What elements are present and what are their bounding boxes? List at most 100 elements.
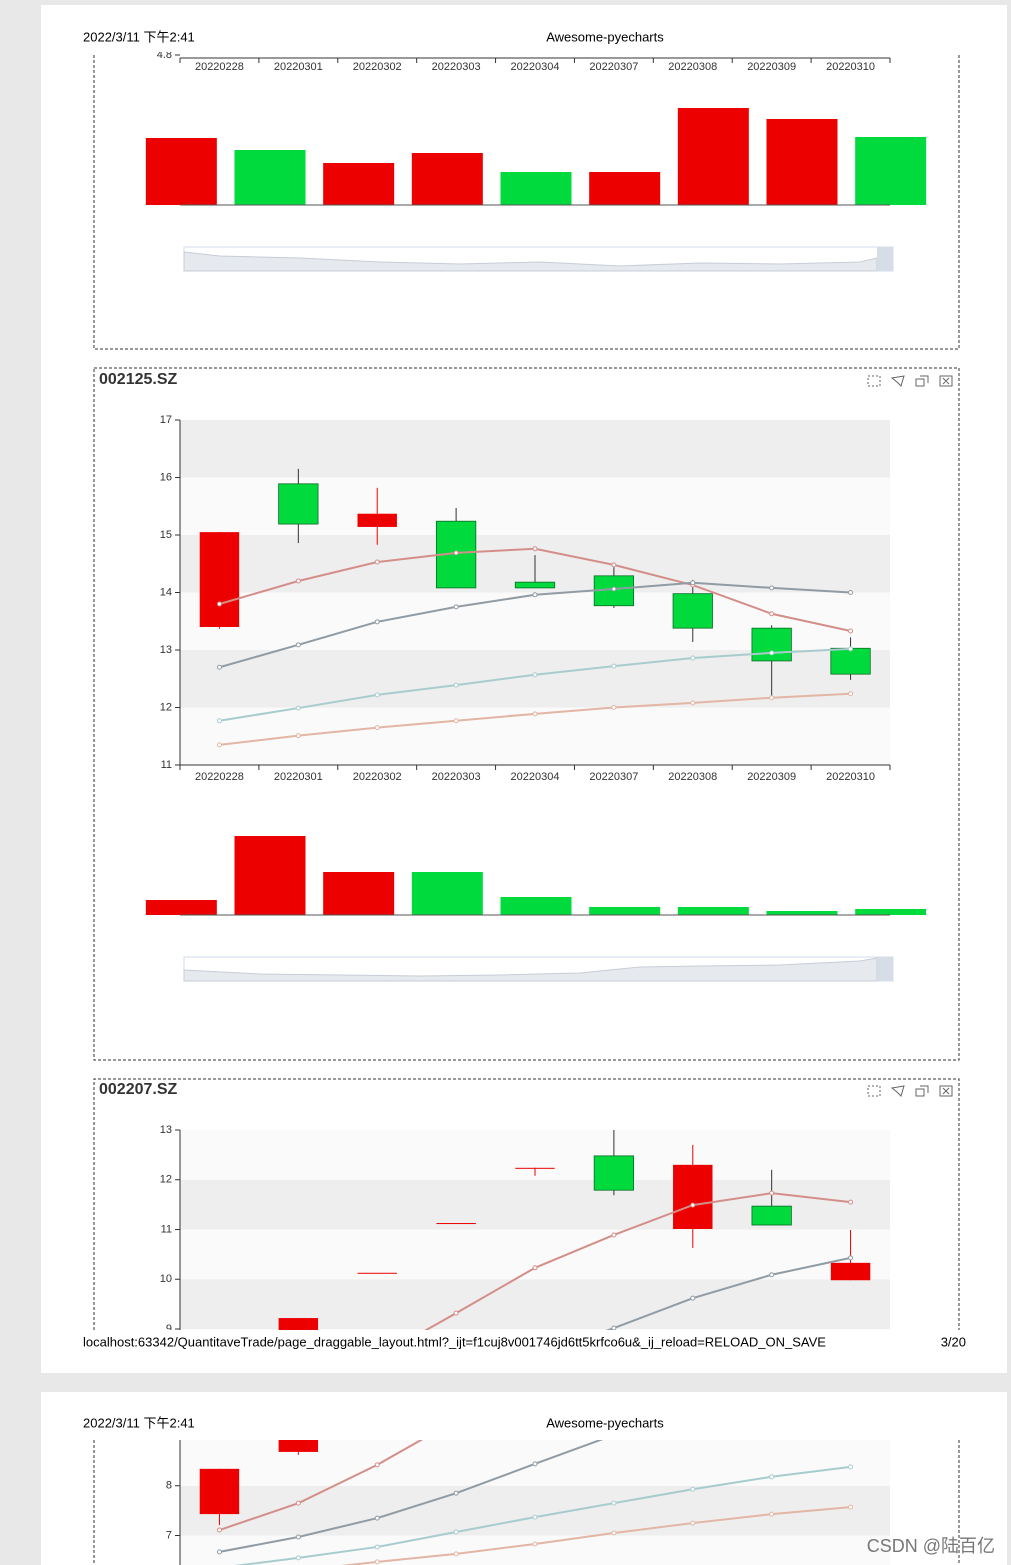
ma-point bbox=[611, 586, 617, 592]
volume-bar bbox=[589, 907, 661, 915]
x-tick-label: 20220301 bbox=[274, 771, 323, 783]
ma-point bbox=[453, 718, 459, 724]
volume-bar bbox=[411, 872, 483, 915]
split-area bbox=[180, 1329, 890, 1330]
ma-point bbox=[453, 604, 459, 610]
y-tick-label: 9 bbox=[166, 1323, 172, 1335]
chart-body: 78910111213 bbox=[160, 1124, 890, 1388]
slider-handle[interactable] bbox=[877, 957, 893, 981]
zoom-reset-icon[interactable] bbox=[890, 375, 905, 387]
ma-point bbox=[690, 1202, 696, 1208]
ma-point bbox=[295, 642, 301, 648]
y-tick-label: 4.8 bbox=[157, 49, 172, 61]
toolbox bbox=[867, 375, 953, 387]
ma-point bbox=[690, 655, 696, 661]
ma-point bbox=[848, 628, 854, 634]
y-tick-label: 12 bbox=[160, 701, 172, 713]
candle-body bbox=[278, 1318, 319, 1330]
chart-layer: 11 12 13 14 15 16 17 20220228 20220301 20220302 20… bbox=[145, 414, 927, 916]
data-view-icon[interactable] bbox=[915, 375, 929, 387]
chart-layer: 78910111213 bbox=[160, 1124, 890, 1388]
volume-bar bbox=[500, 897, 572, 915]
ma-point bbox=[690, 700, 696, 706]
candle-body bbox=[357, 1272, 397, 1274]
ma-point bbox=[769, 585, 775, 591]
data-view-icon[interactable] bbox=[915, 1085, 929, 1097]
split-area bbox=[180, 420, 890, 478]
restore-icon[interactable] bbox=[939, 1085, 953, 1097]
ma-point bbox=[532, 1265, 538, 1271]
ma-point bbox=[454, 1384, 458, 1388]
volume-bar bbox=[145, 900, 217, 915]
y-tick-label: 14 bbox=[160, 586, 172, 598]
ma-point bbox=[532, 592, 538, 598]
ma-point bbox=[611, 663, 617, 669]
volume-bar bbox=[323, 163, 395, 205]
ma-point bbox=[848, 691, 854, 697]
volume-bar bbox=[145, 138, 217, 205]
y-tick-label: 8 bbox=[166, 1373, 172, 1385]
ma-point bbox=[374, 692, 380, 698]
volume-bar bbox=[855, 909, 927, 915]
x-tick-label: 20220302 bbox=[353, 771, 402, 783]
restore-icon[interactable] bbox=[939, 375, 953, 387]
ma-point bbox=[769, 695, 775, 701]
header-date: 2022/3/11 下午2:41 bbox=[83, 1415, 195, 1430]
zoom-icon[interactable] bbox=[867, 1085, 881, 1097]
x-tick-label: 20220301 bbox=[274, 61, 323, 73]
candle-body bbox=[830, 1262, 871, 1281]
ma-point bbox=[532, 546, 538, 552]
ma-line bbox=[605, 1256, 851, 1330]
ma-point bbox=[295, 578, 301, 584]
y-tick-label: 17 bbox=[160, 414, 172, 426]
volume-bar bbox=[234, 150, 306, 205]
header-title: Awesome-pyecharts bbox=[546, 1415, 664, 1430]
volume-bar bbox=[589, 172, 661, 205]
ma-point bbox=[295, 733, 301, 739]
ma-point bbox=[216, 742, 222, 748]
footer-url: localhost:63342/QuantitaveTrade/page_dra… bbox=[83, 1334, 826, 1349]
ma-point bbox=[611, 705, 617, 710]
ma-point bbox=[295, 705, 301, 711]
ma-point bbox=[611, 562, 617, 568]
ma-point bbox=[611, 1325, 617, 1330]
chart-border bbox=[93, 1440, 960, 1565]
ma-point bbox=[216, 718, 222, 724]
x-tick-label: 20220308 bbox=[668, 61, 717, 73]
ma-point bbox=[769, 1272, 775, 1278]
ma-point bbox=[453, 1310, 459, 1316]
ma-point bbox=[690, 580, 696, 586]
chart-title: 002207.SZ bbox=[99, 1081, 178, 1098]
candle-body bbox=[278, 483, 319, 525]
data-zoom-slider[interactable] bbox=[183, 956, 894, 982]
ma-point bbox=[374, 559, 380, 565]
zoom-reset-icon[interactable] bbox=[890, 1085, 905, 1097]
volume-bar bbox=[323, 872, 395, 915]
ma-point bbox=[691, 1380, 695, 1384]
footer-page: 3/20 bbox=[941, 1334, 966, 1349]
zoom-icon[interactable] bbox=[867, 375, 881, 387]
ma-point bbox=[848, 590, 854, 595]
x-tick-label: 20220228 bbox=[195, 61, 244, 73]
candle-body bbox=[436, 1223, 476, 1225]
volume-bar bbox=[855, 137, 927, 205]
candle-body bbox=[751, 627, 792, 662]
chart-title: 002125.SZ bbox=[99, 371, 178, 388]
data-zoom-slider[interactable] bbox=[183, 246, 894, 272]
chart-border bbox=[93, 367, 960, 1061]
y-tick-label: 11 bbox=[161, 759, 172, 771]
candle-body bbox=[357, 513, 397, 527]
x-tick-label: 20220309 bbox=[747, 771, 796, 783]
volume-bar bbox=[234, 836, 306, 915]
chart-border bbox=[93, 1078, 960, 1330]
candle-body bbox=[672, 593, 713, 629]
y-tick-label: 13 bbox=[160, 1124, 172, 1136]
watermark: CSDN @陆百亿 bbox=[867, 1536, 995, 1556]
slider-handle[interactable] bbox=[877, 247, 893, 271]
toolbox bbox=[867, 1085, 953, 1097]
x-tick-label: 20220310 bbox=[826, 771, 875, 783]
x-tick-label: 20220310 bbox=[826, 61, 875, 73]
ma-point bbox=[216, 601, 222, 607]
volume-bar bbox=[411, 153, 483, 205]
